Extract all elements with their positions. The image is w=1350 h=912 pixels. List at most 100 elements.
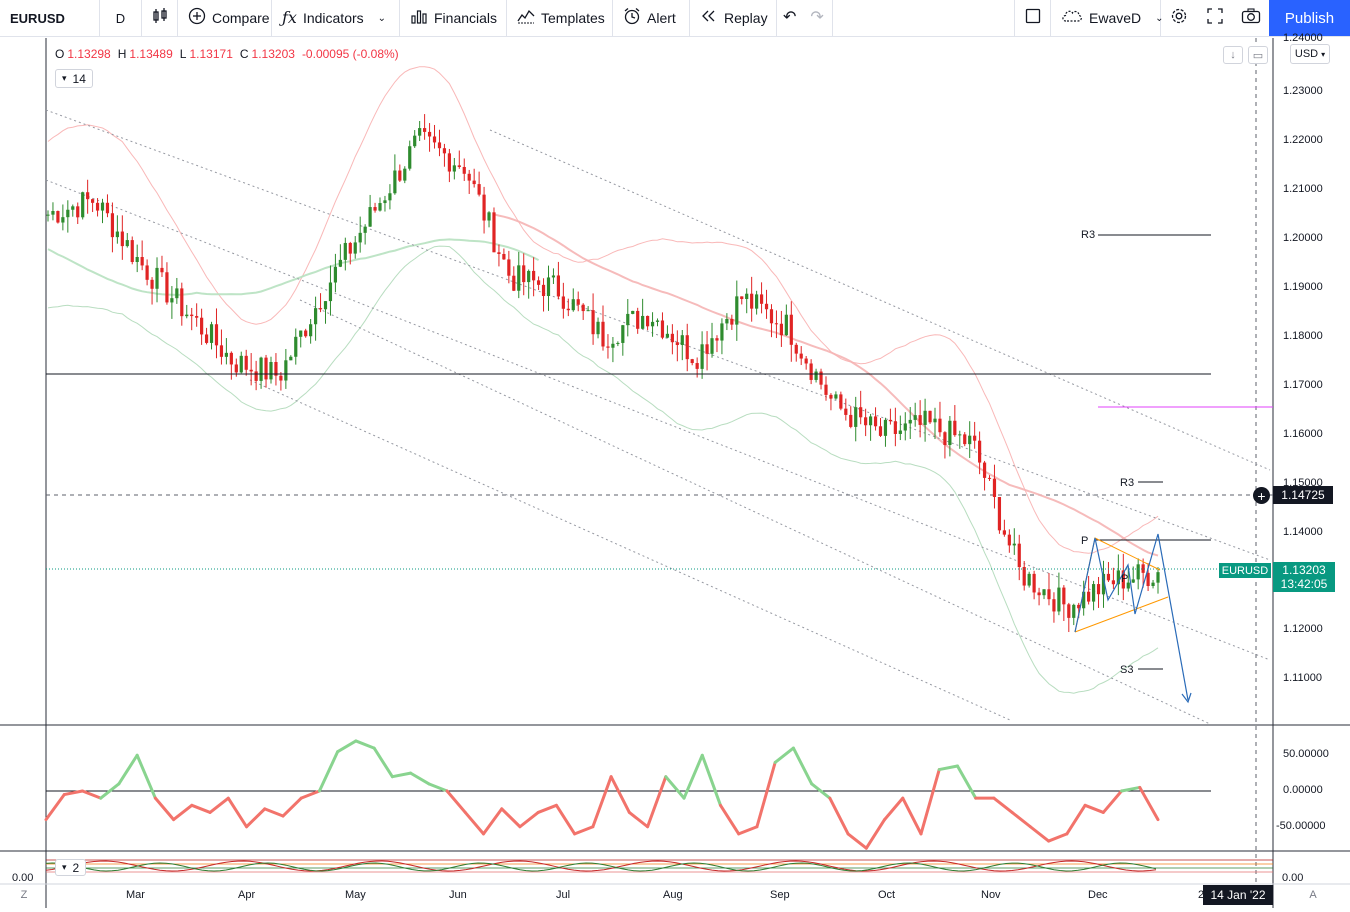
candle-body (264, 357, 268, 380)
osc-segment (427, 782, 449, 793)
template-icon (517, 7, 535, 29)
redo-button[interactable]: ↷ (802, 0, 833, 36)
compare-button[interactable]: Compare (178, 0, 272, 36)
candle-body (1007, 534, 1011, 546)
bar-countdown: 13:42:05 (1280, 577, 1328, 591)
candle-body (1067, 604, 1071, 618)
pivot-r3-lower: R3 (1120, 477, 1135, 489)
candle-body (645, 315, 650, 327)
candle-body (849, 414, 853, 427)
undo-button[interactable]: ↶ (777, 0, 802, 36)
price-tick: 1.15000 (1283, 476, 1323, 489)
candle-body (1012, 543, 1016, 546)
trend-channels (45, 109, 1271, 725)
pivot-p: P (1081, 535, 1089, 547)
low-value: 1.13171 (189, 47, 233, 61)
candle-body (829, 394, 833, 399)
bottom-wave-2 (45, 862, 1157, 872)
candle-body (893, 421, 897, 434)
candle-body (467, 173, 471, 181)
scroll-down-button[interactable]: ↓ (1223, 46, 1243, 64)
candle-body (581, 304, 585, 312)
alert-button[interactable]: Alert (613, 0, 690, 36)
financials-label: Financials (434, 10, 498, 26)
candle-body (933, 418, 937, 423)
templates-label: Templates (541, 10, 605, 26)
interval-label: D (115, 10, 126, 26)
candle-body (740, 296, 744, 300)
plus-icon: + (1257, 487, 1266, 504)
publish-button[interactable]: Publish (1269, 0, 1350, 36)
candle-body (596, 321, 600, 335)
candle-body (779, 323, 783, 336)
candle-body (631, 310, 635, 314)
chart-type-button[interactable] (142, 0, 178, 36)
replay-button[interactable]: Replay (690, 0, 777, 36)
candle-body (536, 280, 541, 285)
candle-body (472, 180, 476, 185)
indicators-button[interactable]: ƒx Indicators ⌄ (272, 0, 400, 36)
layout-name-button[interactable]: EwaveD ⌄ (1051, 0, 1164, 36)
candle-body (71, 206, 75, 210)
settings-button[interactable] (1161, 0, 1197, 36)
close-value: 1.13203 (251, 47, 295, 61)
candle-body (204, 334, 209, 343)
snapshot-button[interactable] (1233, 0, 1269, 36)
interval-button[interactable]: D (100, 0, 142, 36)
cloud-icon (1061, 8, 1083, 28)
bottom-pane-axis-label: 0.00 (1282, 872, 1304, 884)
osc-segment (883, 796, 905, 822)
candle-body (883, 419, 888, 436)
candle-body (328, 282, 333, 302)
osc-segment (172, 803, 194, 822)
osc-segment (773, 746, 795, 764)
osc-segment (336, 739, 358, 754)
candle-body (611, 343, 615, 348)
candle-body (715, 338, 719, 341)
candle-body (442, 148, 447, 154)
auto-scale-button[interactable]: A (1302, 885, 1324, 905)
candle-body (150, 279, 154, 289)
publish-label: Publish (1284, 9, 1335, 27)
templates-button[interactable]: Templates (507, 0, 613, 36)
osc-segment (482, 807, 504, 836)
candle-body (928, 410, 932, 423)
price-tick: 1.20000 (1283, 231, 1323, 244)
chart-canvas[interactable] (0, 37, 1350, 912)
chart-background (0, 38, 1350, 908)
fullscreen-button[interactable] (1197, 0, 1233, 36)
candle-body (507, 259, 511, 276)
timezone-z-button[interactable]: Z (13, 885, 35, 905)
candle-body (383, 200, 387, 204)
candle-body (636, 310, 640, 329)
candle-body (978, 440, 982, 463)
candle-body (338, 259, 342, 267)
candle-body (214, 324, 219, 346)
candle-body (968, 435, 972, 445)
indicator-count: 14 (72, 71, 86, 86)
symbol-search-button[interactable]: EURUSD (0, 0, 100, 36)
osc-segment (536, 803, 558, 814)
candle-body (864, 417, 868, 426)
price-tick: 1.14000 (1283, 525, 1323, 538)
layout-select-button[interactable] (1015, 0, 1051, 36)
candle-body (1037, 592, 1041, 596)
pane-maximize-button[interactable]: ▭ (1248, 46, 1268, 64)
candle-body (1042, 589, 1046, 596)
currency-select[interactable]: USD ▾ (1290, 44, 1330, 64)
osc-segment (263, 807, 285, 818)
indicators-collapse-button[interactable]: ▾ 14 (55, 69, 93, 88)
channel-line (299, 299, 1211, 725)
pane-indicators-button[interactable]: ▾ 2 (55, 859, 87, 876)
osc-tick: 50.00000 (1283, 748, 1329, 761)
candle-body (844, 408, 848, 415)
candle-body (209, 324, 214, 343)
financials-button[interactable]: Financials (400, 0, 507, 36)
channel-line (249, 379, 1011, 721)
camera-icon (1241, 8, 1261, 28)
candle-body (755, 294, 759, 309)
chevron-down-icon: ▾ (62, 73, 67, 83)
add-alert-plus-button[interactable]: + (1253, 487, 1270, 504)
osc-segment (591, 775, 613, 829)
osc-segment (864, 818, 887, 850)
